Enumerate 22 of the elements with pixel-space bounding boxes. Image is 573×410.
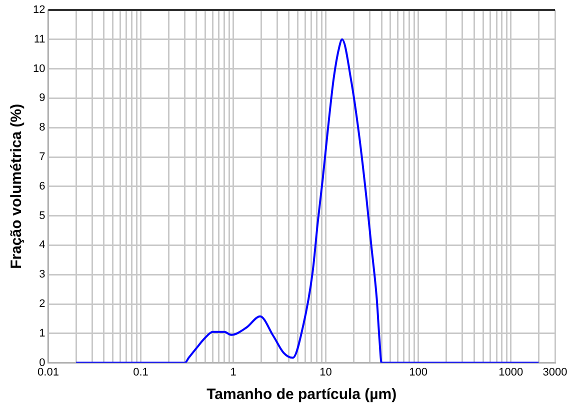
x-tick-label: 0.1 bbox=[133, 366, 148, 378]
x-tick-label: 1 bbox=[230, 366, 236, 378]
y-tick-label: 0 bbox=[39, 356, 46, 369]
y-tick-label: 8 bbox=[39, 122, 46, 134]
y-axis-title: Fração volumétrica (%) bbox=[8, 104, 26, 269]
y-tick-label: 2 bbox=[39, 298, 46, 310]
y-tick-label: 10 bbox=[32, 62, 46, 75]
y-tick-label: 3 bbox=[39, 268, 46, 281]
x-tick-label: 1000 bbox=[498, 366, 524, 378]
x-axis-title: Tamanho de partícula (µm) bbox=[206, 386, 397, 404]
y-tick-label: 5 bbox=[39, 210, 46, 222]
x-tick-label: 100 bbox=[409, 366, 428, 378]
x-tick-label: 10 bbox=[320, 366, 332, 378]
y-tick-label: 6 bbox=[39, 180, 46, 192]
y-tick-label: 9 bbox=[39, 92, 46, 104]
y-tick-label: 4 bbox=[39, 239, 46, 252]
y-tick-label: 1 bbox=[39, 327, 46, 340]
x-tick-label: 0.01 bbox=[38, 366, 59, 378]
y-tick-label: 12 bbox=[32, 4, 46, 16]
x-tick-label: 3000 bbox=[542, 366, 568, 378]
y-tick-label: 7 bbox=[39, 151, 46, 164]
y-tick-label: 11 bbox=[34, 33, 46, 46]
